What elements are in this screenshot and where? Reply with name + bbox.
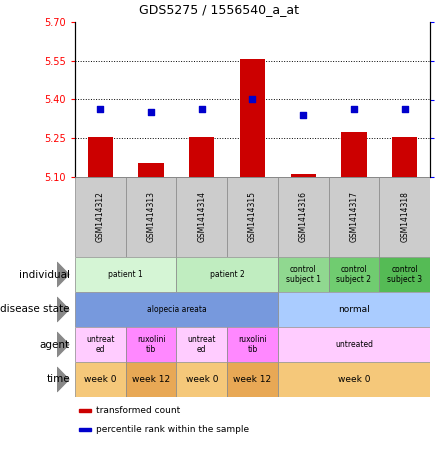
Bar: [78, 428, 91, 431]
Bar: [227, 362, 278, 397]
Bar: [88, 137, 113, 177]
Bar: [290, 174, 316, 177]
Text: GSM1414315: GSM1414315: [248, 192, 257, 242]
Text: GSM1414317: GSM1414317: [350, 192, 358, 242]
Text: transformed count: transformed count: [96, 406, 180, 415]
Bar: [177, 257, 278, 292]
Text: untreat
ed: untreat ed: [86, 335, 115, 354]
Text: untreated: untreated: [335, 340, 373, 349]
Polygon shape: [57, 332, 69, 357]
Polygon shape: [57, 367, 69, 392]
Text: percentile rank within the sample: percentile rank within the sample: [96, 425, 249, 434]
Text: week 12: week 12: [132, 375, 170, 384]
Bar: [75, 257, 177, 292]
Text: ruxolini
tib: ruxolini tib: [238, 335, 267, 354]
Bar: [189, 137, 215, 177]
Bar: [278, 177, 328, 257]
Bar: [392, 137, 417, 177]
Text: control
subject 1: control subject 1: [286, 265, 321, 284]
Text: alopecia areata: alopecia areata: [147, 305, 206, 314]
Text: week 0: week 0: [84, 375, 117, 384]
Bar: [177, 362, 227, 397]
Point: [249, 96, 256, 103]
Text: GSM1414312: GSM1414312: [96, 192, 105, 242]
Bar: [328, 177, 379, 257]
Text: normal: normal: [338, 305, 370, 314]
Point: [198, 105, 205, 112]
Bar: [379, 177, 430, 257]
Point: [97, 105, 104, 112]
Text: GSM1414318: GSM1414318: [400, 192, 409, 242]
Text: GSM1414316: GSM1414316: [299, 192, 308, 242]
Bar: [138, 163, 164, 177]
Text: GSM1414313: GSM1414313: [147, 192, 155, 242]
Text: ruxolini
tib: ruxolini tib: [137, 335, 166, 354]
Bar: [278, 292, 430, 327]
Polygon shape: [57, 262, 69, 287]
Bar: [177, 177, 227, 257]
Text: week 0: week 0: [186, 375, 218, 384]
Point: [300, 111, 307, 119]
Bar: [227, 327, 278, 362]
Text: patient 1: patient 1: [108, 270, 143, 279]
Text: patient 2: patient 2: [210, 270, 244, 279]
Point: [401, 105, 408, 112]
Text: untreat
ed: untreat ed: [187, 335, 216, 354]
Text: week 12: week 12: [233, 375, 272, 384]
Bar: [278, 362, 430, 397]
Text: control
subject 3: control subject 3: [387, 265, 422, 284]
Text: week 0: week 0: [338, 375, 370, 384]
Bar: [177, 327, 227, 362]
Text: disease state: disease state: [0, 304, 70, 314]
Point: [350, 105, 357, 112]
Bar: [126, 177, 177, 257]
Bar: [75, 177, 126, 257]
Bar: [126, 362, 177, 397]
Bar: [341, 132, 367, 177]
Bar: [278, 327, 430, 362]
Bar: [75, 362, 126, 397]
Bar: [227, 177, 278, 257]
Point: [148, 108, 155, 116]
Bar: [75, 327, 126, 362]
Text: control
subject 2: control subject 2: [336, 265, 371, 284]
Polygon shape: [57, 297, 69, 322]
Bar: [379, 257, 430, 292]
Bar: [328, 257, 379, 292]
Text: GSM1414314: GSM1414314: [197, 192, 206, 242]
Text: agent: agent: [40, 339, 70, 350]
Text: time: time: [46, 375, 70, 385]
Bar: [78, 409, 91, 412]
Bar: [278, 257, 328, 292]
Bar: [240, 59, 265, 177]
Bar: [75, 292, 278, 327]
Bar: [126, 327, 177, 362]
Text: GDS5275 / 1556540_a_at: GDS5275 / 1556540_a_at: [139, 4, 299, 16]
Text: individual: individual: [19, 270, 70, 280]
